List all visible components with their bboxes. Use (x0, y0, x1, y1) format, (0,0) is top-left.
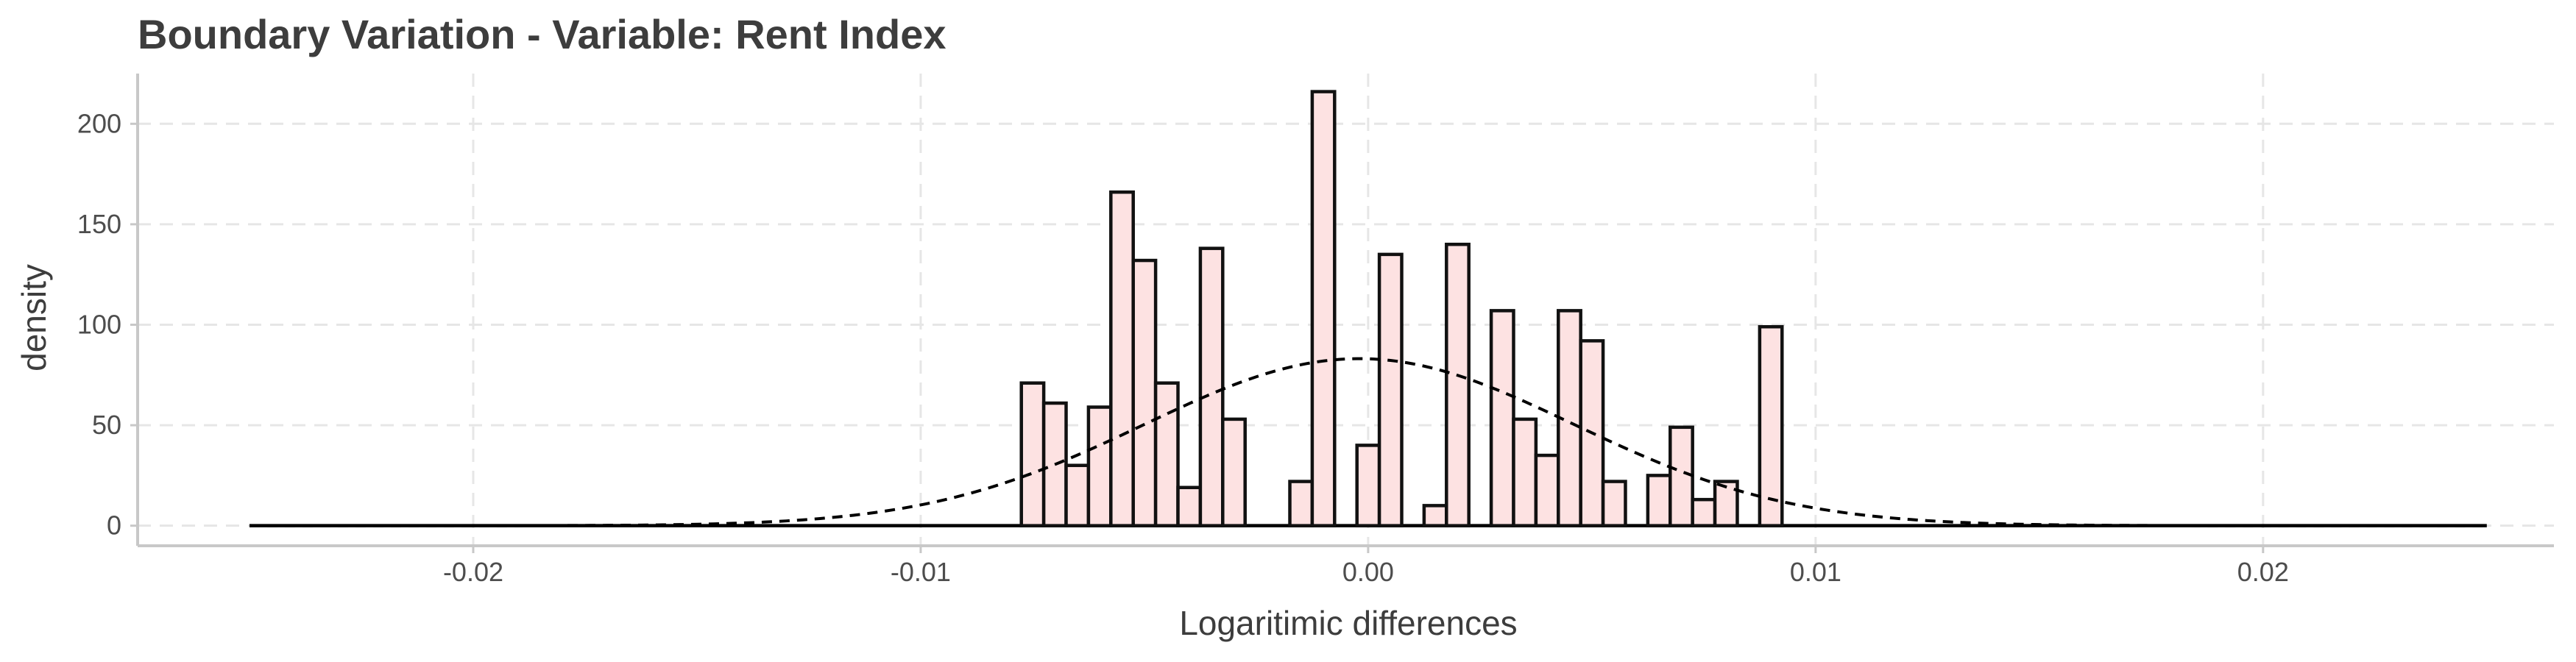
y-tick-label: 200 (77, 108, 121, 138)
x-tick-label: 0.00 (1342, 557, 1394, 587)
histogram-bars (249, 90, 2487, 527)
x-axis-label: Logaritimic differences (1179, 604, 1517, 642)
histogram-bar (1489, 309, 1515, 527)
histogram-bar (1288, 480, 1314, 527)
histogram-bar (1019, 381, 1046, 527)
histogram-bar (1109, 190, 1135, 527)
chart-title: Boundary Variation - Variable: Rent Inde… (138, 11, 946, 57)
histogram-bar (1601, 480, 1627, 527)
histogram-bar (1713, 480, 1739, 527)
x-tick-label: -0.01 (891, 557, 951, 587)
histogram-bar (1512, 417, 1538, 527)
histogram-bar (1669, 425, 1694, 527)
density-curve-layer (249, 357, 2487, 527)
histogram-bar (1221, 417, 1247, 527)
axes: 0 50 100 150 200 -0.02 -0.01 0.00 0.01 0.02 (77, 74, 2554, 587)
histogram-bar (1153, 381, 1180, 527)
normal-density-curve (249, 357, 2487, 527)
y-axis-label: density (15, 264, 53, 371)
x-tick-label: -0.02 (443, 557, 503, 587)
grid-lines (138, 74, 2554, 546)
x-tick-label: 0.02 (2237, 557, 2289, 587)
histogram-bar (1355, 444, 1381, 527)
histogram-bar (1064, 463, 1091, 527)
histogram-bar (1422, 504, 1448, 527)
y-tick-label: 150 (77, 209, 121, 239)
y-tick-label: 0 (107, 510, 121, 541)
y-tick-label: 50 (92, 410, 121, 440)
histogram-bar (1445, 242, 1471, 527)
histogram-bar (1131, 258, 1158, 527)
histogram-bar (1377, 252, 1404, 527)
histogram-bar (1758, 324, 1784, 527)
histogram-bar (1646, 474, 1672, 527)
y-tick-label: 100 (77, 309, 121, 339)
histogram-bar (1691, 497, 1717, 527)
histogram-bar (1176, 485, 1203, 527)
x-tick-label: 0.01 (1790, 557, 1841, 587)
histogram-bar (1534, 453, 1560, 527)
histogram-bar (1086, 405, 1113, 527)
histogram-bar (1198, 246, 1225, 527)
histogram-bar (1310, 90, 1337, 527)
